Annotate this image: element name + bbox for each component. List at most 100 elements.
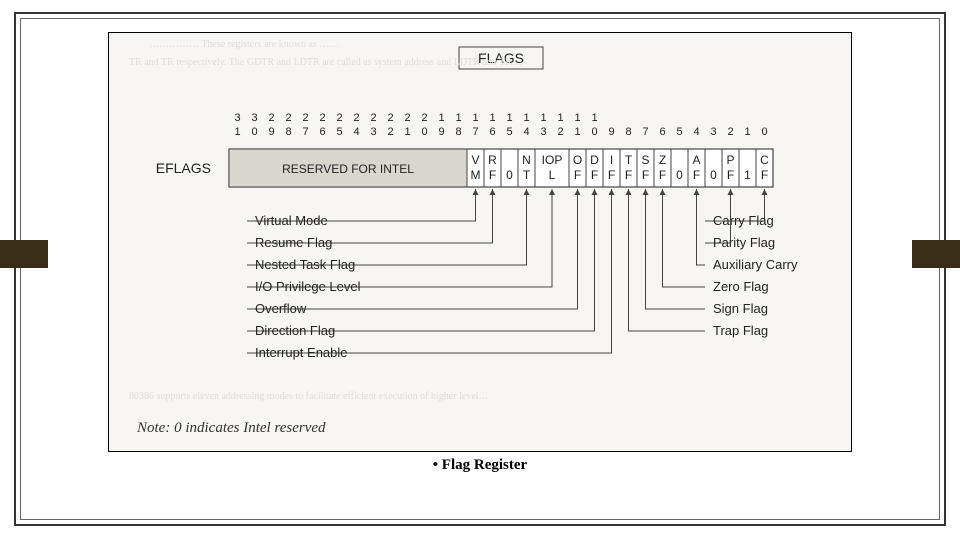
svg-text:1: 1 — [574, 112, 580, 124]
svg-text:1: 1 — [744, 126, 750, 138]
svg-text:RESERVED FOR INTEL: RESERVED FOR INTEL — [282, 162, 414, 176]
svg-text:1: 1 — [472, 112, 478, 124]
svg-text:M: M — [471, 168, 481, 182]
svg-text:7: 7 — [302, 126, 308, 138]
svg-text:1: 1 — [591, 112, 597, 124]
svg-text:0: 0 — [710, 168, 717, 182]
svg-text:0: 0 — [591, 126, 597, 138]
svg-text:F: F — [693, 168, 700, 182]
eflags-svg: FLAGS31302928272625242322212019181716151… — [109, 33, 853, 453]
svg-text:1: 1 — [574, 126, 580, 138]
svg-text:F: F — [574, 168, 581, 182]
svg-text:2: 2 — [302, 112, 308, 124]
svg-text:5: 5 — [336, 126, 342, 138]
svg-text:2: 2 — [336, 112, 342, 124]
svg-text:9: 9 — [608, 126, 614, 138]
svg-text:1: 1 — [438, 112, 444, 124]
svg-text:T: T — [523, 168, 531, 182]
svg-text:Parity Flag: Parity Flag — [713, 235, 775, 250]
svg-text:2: 2 — [557, 126, 563, 138]
svg-text:0: 0 — [251, 126, 257, 138]
reserved-note: Note: 0 indicates Intel reserved — [137, 420, 326, 437]
svg-text:2: 2 — [353, 112, 359, 124]
svg-text:6: 6 — [489, 126, 495, 138]
svg-text:F: F — [489, 168, 496, 182]
svg-text:3: 3 — [540, 126, 546, 138]
svg-text:Resume Flag: Resume Flag — [255, 235, 332, 250]
svg-text:3: 3 — [370, 126, 376, 138]
svg-text:R: R — [488, 153, 497, 167]
svg-text:Zero Flag: Zero Flag — [713, 279, 769, 294]
svg-text:L: L — [549, 168, 556, 182]
svg-text:O: O — [573, 153, 582, 167]
svg-text:2: 2 — [727, 126, 733, 138]
svg-text:F: F — [591, 168, 598, 182]
decor-left-bar — [0, 240, 48, 268]
svg-text:Nested Task Flag: Nested Task Flag — [255, 257, 355, 272]
svg-text:3: 3 — [234, 112, 240, 124]
svg-text:2: 2 — [285, 112, 291, 124]
svg-text:9: 9 — [438, 126, 444, 138]
svg-text:0: 0 — [506, 168, 513, 182]
svg-text:3: 3 — [710, 126, 716, 138]
svg-text:8: 8 — [455, 126, 461, 138]
svg-text:0: 0 — [761, 126, 767, 138]
svg-text:Overflow: Overflow — [255, 301, 307, 316]
svg-text:5: 5 — [506, 126, 512, 138]
svg-text:2: 2 — [370, 112, 376, 124]
svg-text:1: 1 — [540, 112, 546, 124]
decor-right-bar — [912, 240, 960, 268]
svg-text:7: 7 — [642, 126, 648, 138]
svg-text:P: P — [726, 153, 734, 167]
svg-text:T: T — [625, 153, 633, 167]
svg-text:F: F — [727, 168, 734, 182]
svg-text:F: F — [761, 168, 768, 182]
svg-text:Auxiliary Carry: Auxiliary Carry — [713, 257, 798, 272]
svg-text:1: 1 — [455, 112, 461, 124]
svg-text:0: 0 — [421, 126, 427, 138]
svg-text:1: 1 — [557, 112, 563, 124]
svg-text:0: 0 — [676, 168, 683, 182]
svg-text:1: 1 — [523, 112, 529, 124]
svg-text:F: F — [642, 168, 649, 182]
svg-text:1: 1 — [744, 168, 751, 182]
svg-text:FLAGS: FLAGS — [478, 50, 524, 66]
svg-text:IOP: IOP — [542, 153, 563, 167]
svg-text:Direction Flag: Direction Flag — [255, 323, 335, 338]
svg-text:6: 6 — [319, 126, 325, 138]
svg-text:A: A — [692, 153, 700, 167]
svg-text:3: 3 — [251, 112, 257, 124]
svg-text:1: 1 — [234, 126, 240, 138]
svg-text:I: I — [610, 153, 613, 167]
svg-text:Z: Z — [659, 153, 666, 167]
svg-text:8: 8 — [285, 126, 291, 138]
svg-text:F: F — [608, 168, 615, 182]
svg-text:2: 2 — [387, 112, 393, 124]
svg-text:5: 5 — [676, 126, 682, 138]
svg-text:Virtual Mode: Virtual Mode — [255, 213, 328, 228]
svg-text:S: S — [641, 153, 649, 167]
svg-text:6: 6 — [659, 126, 665, 138]
svg-text:1: 1 — [506, 112, 512, 124]
svg-text:C: C — [760, 153, 769, 167]
svg-text:2: 2 — [319, 112, 325, 124]
svg-text:Carry Flag: Carry Flag — [713, 213, 774, 228]
svg-text:4: 4 — [693, 126, 699, 138]
svg-text:1: 1 — [404, 126, 410, 138]
svg-text:N: N — [522, 153, 531, 167]
svg-text:4: 4 — [523, 126, 529, 138]
svg-text:I/O Privilege Level: I/O Privilege Level — [255, 279, 361, 294]
svg-text:F: F — [625, 168, 632, 182]
svg-text:8: 8 — [625, 126, 631, 138]
svg-text:V: V — [471, 153, 479, 167]
svg-text:2: 2 — [268, 112, 274, 124]
svg-text:2: 2 — [387, 126, 393, 138]
svg-text:2: 2 — [404, 112, 410, 124]
svg-text:9: 9 — [268, 126, 274, 138]
svg-text:7: 7 — [472, 126, 478, 138]
svg-text:F: F — [659, 168, 666, 182]
svg-text:EFLAGS: EFLAGS — [156, 160, 211, 176]
svg-text:2: 2 — [421, 112, 427, 124]
svg-text:D: D — [590, 153, 599, 167]
svg-text:Interrupt Enable: Interrupt Enable — [255, 345, 348, 360]
